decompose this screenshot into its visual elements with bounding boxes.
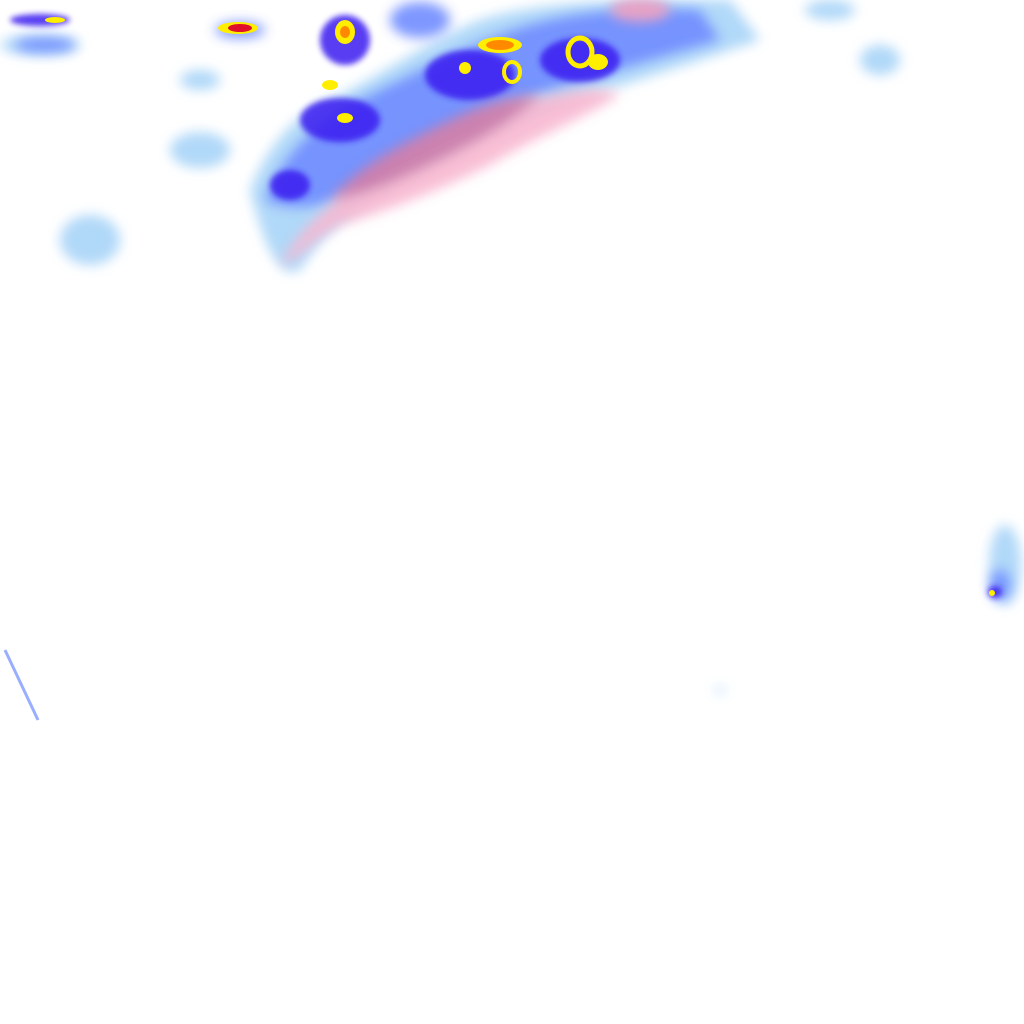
- moderate-rain-area: [15, 2, 1010, 600]
- mixed-precip-area: [280, 0, 670, 265]
- light-rain-streak: [3, 649, 40, 721]
- intense-cells: [45, 17, 995, 596]
- heavy-rain-area: [10, 14, 1002, 598]
